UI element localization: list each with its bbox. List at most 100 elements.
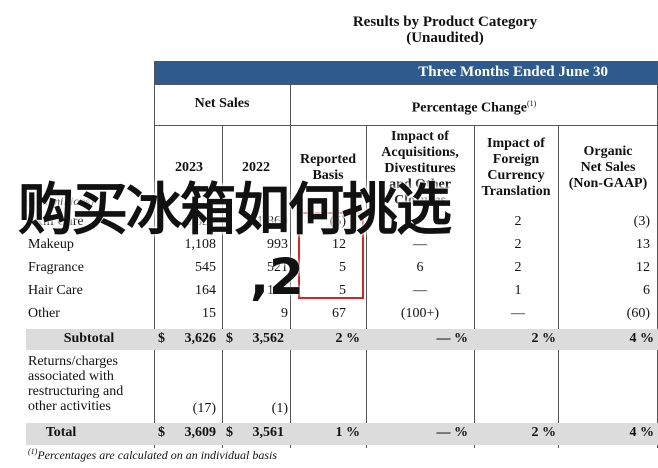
row-2023: 15 [202, 306, 216, 321]
row-2023: 1,108 [184, 237, 217, 252]
total-label: Total [45, 425, 77, 440]
row-label: Hair Care [28, 283, 83, 298]
divider [154, 61, 155, 448]
subtotal-2023: 3,626 [184, 331, 217, 346]
row-organic: 6 [643, 283, 650, 298]
returns-label: Returns/charges associated with restruct… [28, 354, 123, 414]
divider [154, 84, 658, 85]
divider [154, 125, 658, 126]
divider [222, 125, 223, 448]
row-reported: 12 [332, 237, 346, 252]
col-reported-line: Basis [312, 168, 344, 183]
divider [366, 125, 367, 448]
row-reported: 67 [332, 306, 346, 321]
units-label: ($ in millions) [26, 194, 94, 208]
total-2022: 3,561 [252, 425, 285, 440]
row-2022: 156 [267, 283, 288, 298]
row-acq: — [413, 237, 427, 252]
net-sales-header: Net Sales [194, 96, 250, 111]
row-reported: 5 [339, 283, 346, 298]
col-acq-line: Closures [394, 193, 446, 208]
subtotal-label: Subtotal [63, 331, 115, 346]
row-label: Skin Care [28, 214, 84, 229]
returns-label-line: restructuring and [28, 384, 124, 399]
total-acq: — % [436, 425, 469, 440]
total-2023: 3,609 [184, 425, 217, 440]
row-fx: 2 [514, 260, 522, 275]
page-title: Results by Product Category [352, 14, 538, 30]
row-organic: 13 [636, 237, 650, 252]
row-2023: 164 [195, 283, 216, 298]
total-currency: $ [226, 425, 233, 440]
row-2022: 9 [281, 306, 288, 321]
row-reported: 5 [339, 260, 346, 275]
col-2023: 2023 [175, 160, 203, 175]
footnote-marker: (1) [28, 447, 38, 456]
row-organic: (60) [626, 306, 650, 321]
total-fx: 2 % [531, 425, 557, 440]
col-reported: Reported Basis [292, 152, 364, 184]
col-reported-line: Reported [300, 152, 356, 167]
subtotal-currency: $ [158, 331, 165, 346]
col-organic-line: Net Sales [580, 160, 636, 175]
footnote-text: Percentages are calculated on an individ… [37, 448, 278, 462]
col-fx-line: Translation [481, 184, 551, 199]
total-row-bg [26, 423, 658, 445]
col-fx-line: Currency [487, 168, 545, 183]
row-fx: — [511, 306, 525, 321]
col-acq-line: Divestitures [384, 161, 456, 176]
returns-label-line: associated with [28, 369, 114, 384]
row-organic: (3) [633, 214, 650, 229]
subtotal-fx: 2 % [531, 331, 557, 346]
period-banner: Three Months Ended June 30 [154, 61, 658, 84]
row-label: Other [28, 306, 60, 321]
row-label: Makeup [28, 237, 74, 252]
divider [558, 125, 559, 448]
overlay-caption: 购买冰箱如何挑选 [18, 178, 452, 243]
row-acq: 6 [416, 260, 424, 275]
total-currency: $ [158, 425, 165, 440]
row-label: Fragrance [28, 260, 84, 275]
subtotal-reported: 2 % [335, 331, 361, 346]
page-subtitle: (Unaudited) [406, 30, 484, 46]
col-acq-line: Impact of [391, 129, 449, 144]
row-2022: 993 [267, 237, 288, 252]
row-2022: 521 [267, 260, 288, 275]
subtotal-acq: — % [436, 331, 469, 346]
col-organic-line: Organic [583, 144, 633, 159]
returns-label-line: Returns/charges [28, 354, 118, 369]
row-fx: 1 [514, 283, 522, 298]
overlay-caption-fragment: ,2 [250, 248, 304, 306]
percentage-change-header: Percentage Change(1) [290, 96, 658, 117]
returns-2023: (17) [192, 401, 216, 416]
col-organic-line: (Non-GAAP) [568, 176, 648, 191]
divider [474, 125, 475, 448]
col-2022: 2022 [242, 160, 270, 175]
highlight-box [298, 212, 364, 299]
footnote: (1)Percentages are calculated on an indi… [28, 447, 277, 463]
col-acq-line: and Other [389, 177, 451, 192]
footnote-ref: (1) [526, 99, 537, 108]
returns-label-line: other activities [28, 399, 111, 414]
row-2023: 545 [195, 260, 216, 275]
subtotal-2022: 3,562 [252, 331, 285, 346]
percentage-change-label: Percentage Change [411, 100, 527, 116]
col-fx-line: Impact of [487, 136, 545, 151]
col-organic: Organic Net Sales (Non-GAAP) [560, 144, 656, 192]
divider [290, 84, 291, 448]
row-2022: 1,869 [256, 214, 289, 229]
row-reported: (5) [329, 214, 346, 229]
col-fx-line: Foreign [492, 152, 540, 167]
total-reported: 1 % [335, 425, 361, 440]
subtotal-row-bg [26, 329, 658, 350]
row-fx: 2 [514, 237, 522, 252]
row-acq: — [413, 283, 427, 298]
subtotal-organic: 4 % [629, 331, 655, 346]
total-organic: 4 % [629, 425, 655, 440]
row-2023: 1,629 [184, 214, 217, 229]
row-organic: 12 [636, 260, 650, 275]
returns-2022: (1) [271, 401, 288, 416]
col-acquisitions: Impact of Acquisitions, Divestitures and… [368, 129, 472, 209]
col-fx: Impact of Foreign Currency Translation [476, 136, 556, 200]
subtotal-currency: $ [226, 331, 233, 346]
